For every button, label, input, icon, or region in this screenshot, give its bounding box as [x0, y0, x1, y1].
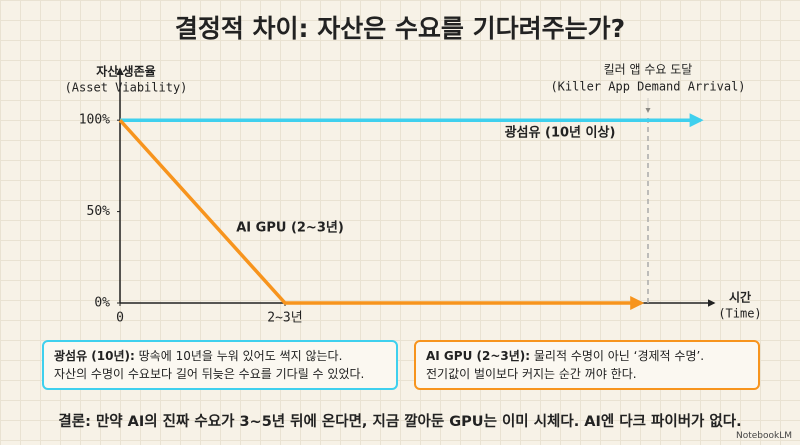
- note-text: 물리적 수명이 아닌 ‘경제적 수명’.: [533, 349, 705, 363]
- note-text: 전기값이 벌이보다 커지는 순간 꺼야 한다.: [426, 367, 637, 381]
- y-axis-label: (Asset Viability): [65, 81, 188, 95]
- x-tick-label: 2~3년: [267, 311, 302, 326]
- y-tick-label: 50%: [87, 204, 111, 219]
- chart: 결정적 차이: 자산은 수요를 기다려주는가? 자산 생존율 (Asset Vi…: [65, 14, 762, 326]
- note-label: AI GPU (2~3년):: [426, 349, 531, 363]
- x-axis-label: 시간: [729, 290, 751, 305]
- note-text: 땅속에 10년을 누워 있어도 썩지 않는다.: [138, 349, 343, 363]
- annotation: (Killer App Demand Arrival): [550, 80, 745, 94]
- series-label: 광섬유 (10년 이상): [505, 125, 616, 141]
- note-box: AI GPU (2~3년): 물리적 수명이 아닌 ‘경제적 수명’. 전기값이 …: [414, 340, 760, 390]
- annotation: 킬러 앱 수요 도달: [604, 63, 693, 77]
- series-line: [118, 119, 645, 310]
- footer: NotebookLM: [735, 431, 792, 441]
- conclusion-label: 결론:: [58, 414, 91, 430]
- y-axis-label: 자산 생존율: [96, 64, 155, 79]
- note-label: 광섬유 (10년):: [54, 349, 135, 363]
- x-tick-label: 0: [116, 311, 124, 326]
- x-axis-label: (Time): [718, 307, 761, 321]
- conclusion: 결론: 만약 AI의 진짜 수요가 3~5년 뒤에 온다면, 지금 깔아둔 GP…: [0, 410, 800, 431]
- y-tick-label: 100%: [79, 113, 110, 128]
- series-label: AI GPU (2~3년): [236, 221, 344, 236]
- chart-title: 결정적 차이: 자산은 수요를 기다려주는가?: [175, 14, 625, 43]
- note-box: 광섬유 (10년): 땅속에 10년을 누워 있어도 썩지 않는다. 자산의 수명…: [42, 340, 398, 390]
- y-tick-label: 0%: [94, 296, 110, 311]
- conclusion-text: 만약 AI의 진짜 수요가 3~5년 뒤에 온다면, 지금 깔아둔 GPU는 이…: [95, 414, 742, 430]
- note-text: 자산의 수명이 수요보다 길어 뒤늦은 수요를 기다릴 수 있었다.: [54, 367, 365, 381]
